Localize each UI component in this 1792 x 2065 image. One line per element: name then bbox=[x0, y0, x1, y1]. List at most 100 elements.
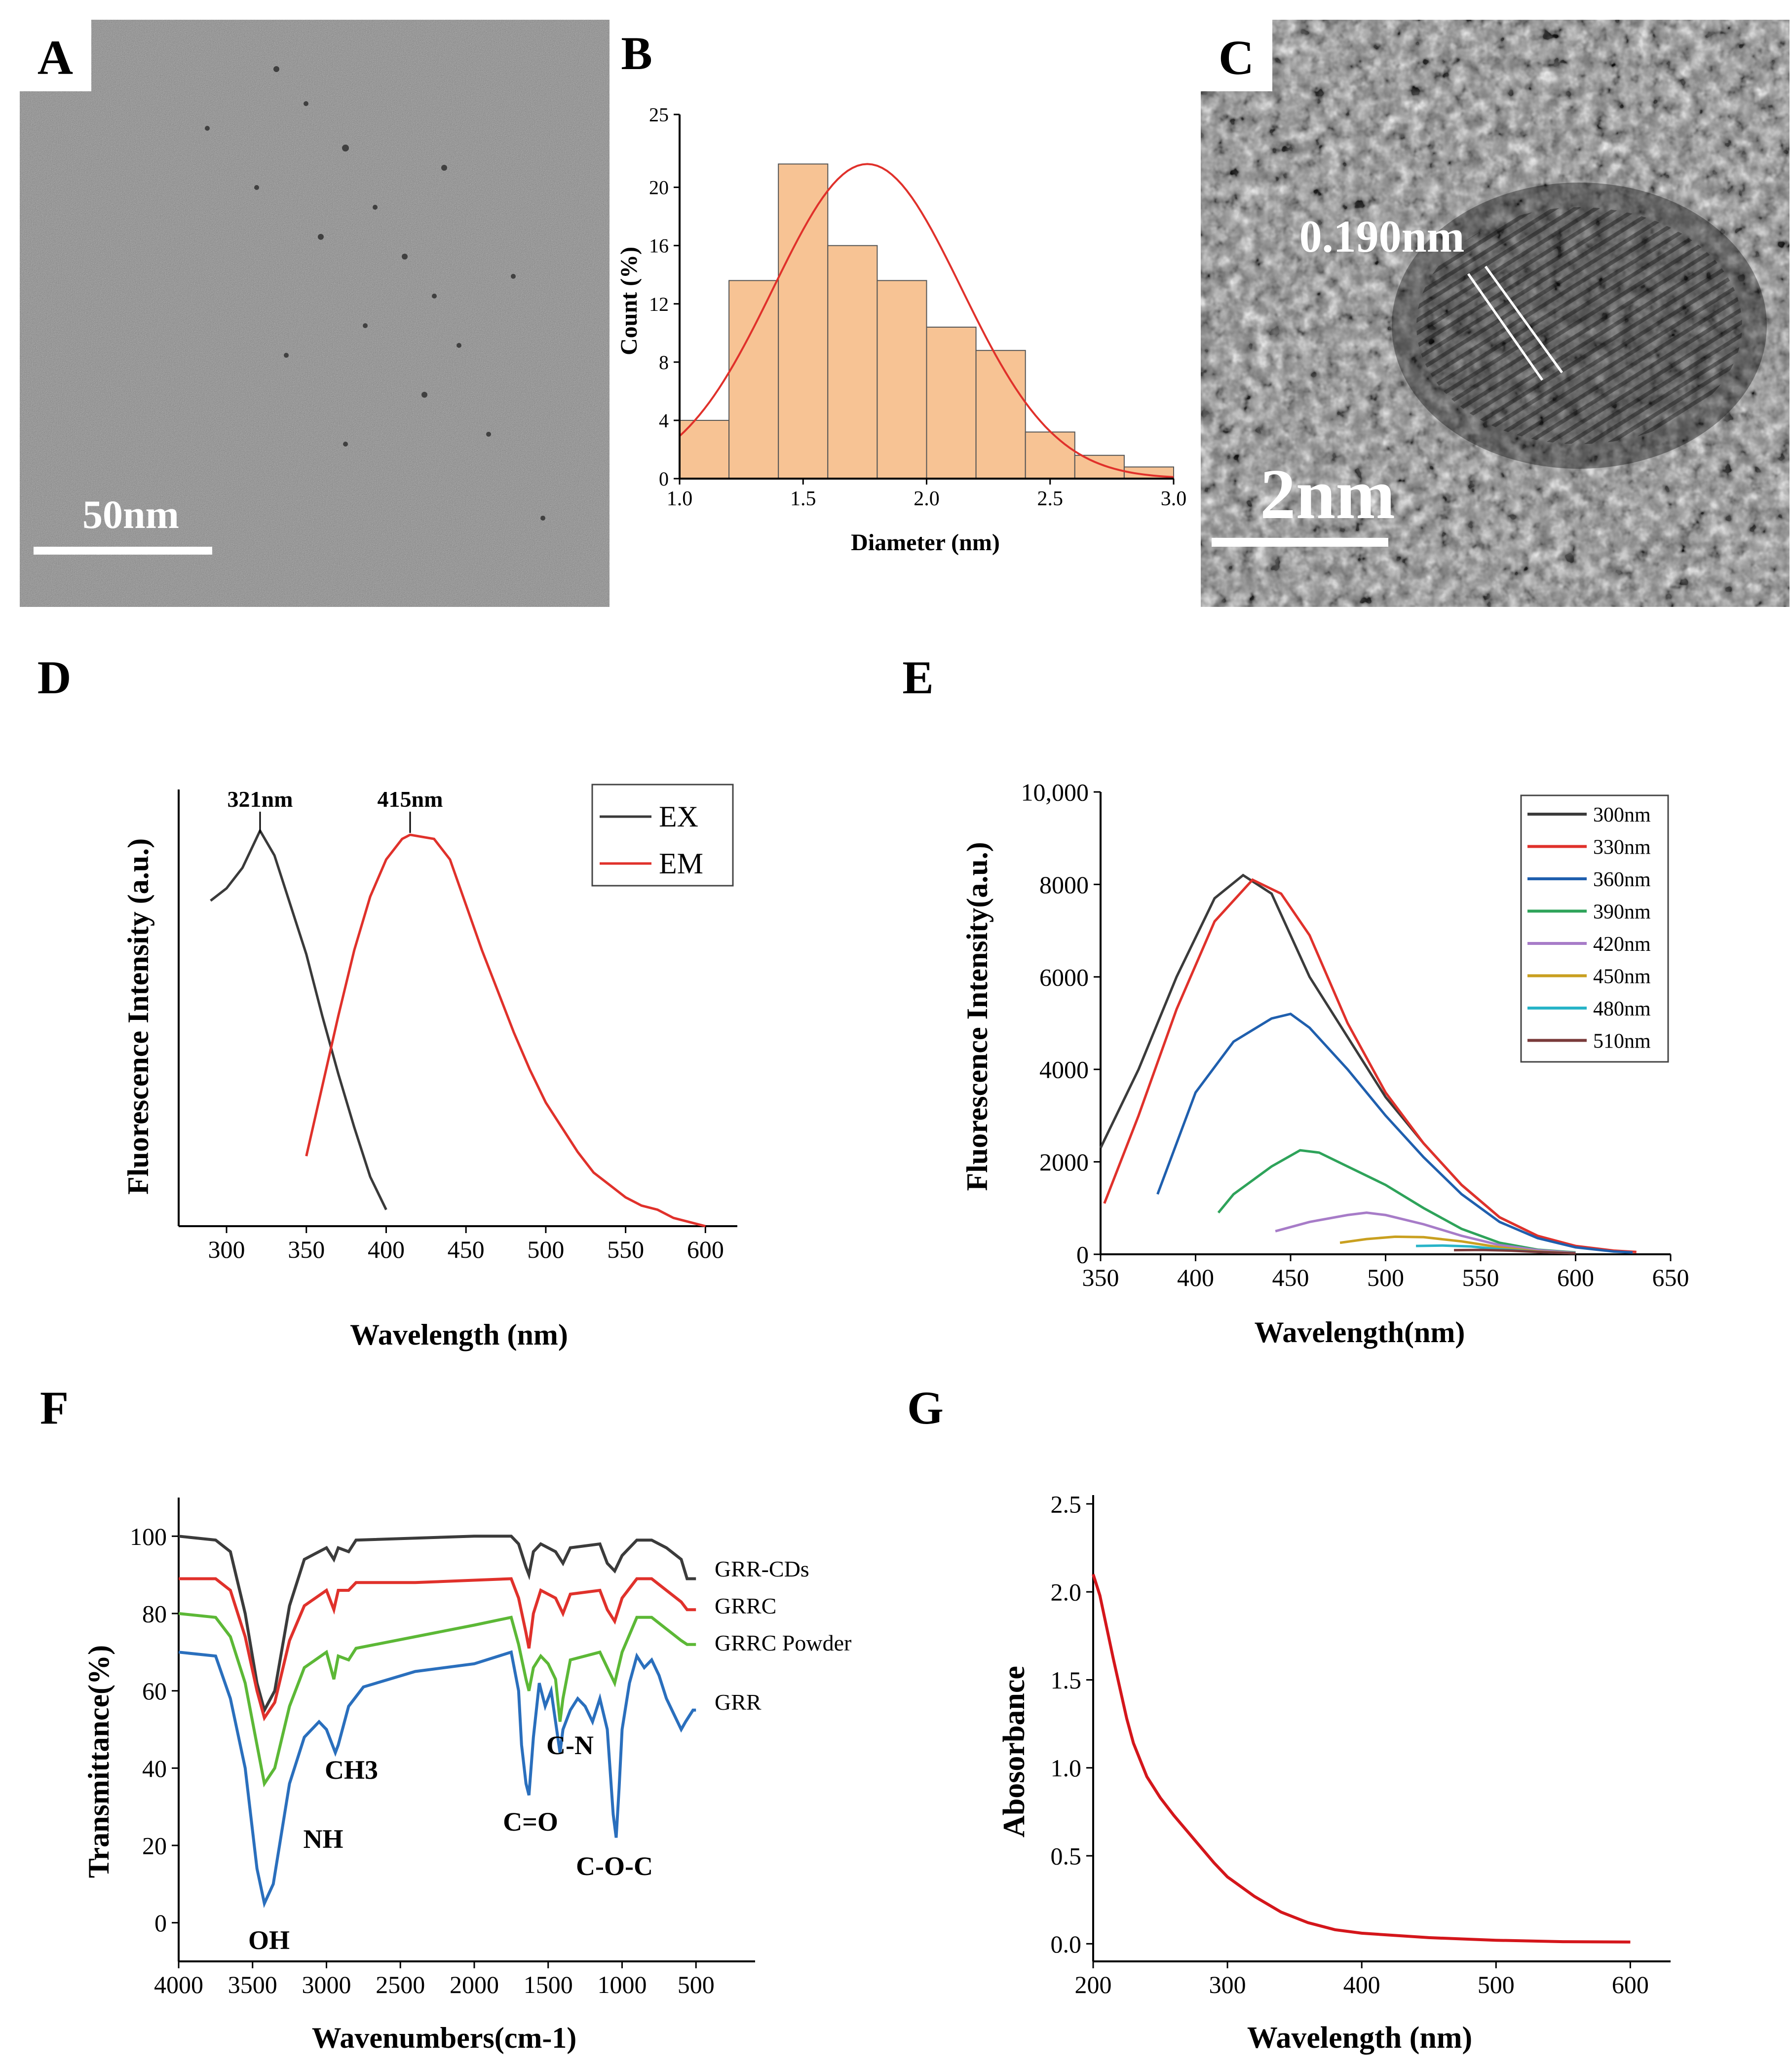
y-tick-label: 80 bbox=[142, 1600, 167, 1628]
legend-label: 390nm bbox=[1593, 901, 1651, 924]
y-tick-label: 8000 bbox=[1039, 871, 1089, 899]
panel-d-letter: D bbox=[38, 651, 72, 704]
panel-d-axes: 300 350 400 450 500 550 600 bbox=[178, 789, 737, 1263]
panel-e-axes: 350 400 450 500 550 600 650 0 2000 4000 6000 8000 10… bbox=[1021, 779, 1689, 1292]
x-tick-label: 3500 bbox=[228, 1971, 277, 1998]
histogram-bar bbox=[827, 245, 878, 479]
legend-label-em: EM bbox=[659, 847, 703, 880]
legend-label: 450nm bbox=[1593, 966, 1651, 988]
panel-e-excitation-series-chart: E 350 400 450 500 550 600 650 0 2000 4000 6000 8000… bbox=[902, 651, 1689, 1349]
x-axis-label: Diameter (nm) bbox=[851, 529, 1000, 556]
panel-e-series bbox=[1099, 873, 1637, 1255]
x-axis-label: Wavenumbers(cm-1) bbox=[312, 2022, 577, 2054]
y-tick-label: 0 bbox=[1076, 1241, 1089, 1269]
panel-d-peak-annotations: 321nm 415nm bbox=[227, 787, 443, 833]
x-tick-label: 2000 bbox=[450, 1971, 499, 1998]
x-tick-label: 600 bbox=[1612, 1971, 1649, 1998]
y-tick-label: 2000 bbox=[1039, 1148, 1089, 1176]
histogram-bars bbox=[679, 163, 1174, 480]
label-grr-cds: GRR-CDs bbox=[715, 1556, 809, 1581]
panel-a-tem-image: A 50nm bbox=[20, 20, 610, 607]
panel-c-letter: C bbox=[1219, 30, 1254, 85]
x-tick-label: 300 bbox=[1209, 1971, 1246, 1998]
y-tick-label: 100 bbox=[130, 1523, 167, 1550]
panel-a-letter-box bbox=[20, 20, 91, 91]
panel-a-scale-label: 50nm bbox=[82, 492, 179, 537]
lattice-spacing-label: 0.190nm bbox=[1299, 211, 1465, 262]
peak-label-co: C=O bbox=[503, 1807, 558, 1837]
x-tick-label: 400 bbox=[1343, 1971, 1380, 1998]
peak-label-coc: C-O-C bbox=[576, 1851, 653, 1881]
legend-box bbox=[1520, 794, 1669, 1063]
y-tick-label: 2.0 bbox=[1051, 1578, 1082, 1606]
panel-d-legend: EX EM bbox=[591, 784, 734, 887]
label-grr: GRR bbox=[715, 1690, 762, 1715]
gaussian-fit-line bbox=[679, 163, 1174, 478]
y-tick-label: 0.5 bbox=[1051, 1842, 1082, 1870]
histogram-axes: 1.0 1.5 2.0 2.5 3.0 0 4 8 12 16 20 25 bbox=[649, 104, 1186, 510]
x-tick-label: 650 bbox=[1652, 1264, 1689, 1291]
panel-f-peak-labels: OH NH CH3 C=O C-N C-O-C bbox=[248, 1730, 653, 1955]
histogram-bar bbox=[1025, 431, 1075, 480]
panel-b-histogram: B 1.0 1.5 2.0 2.5 3.0 0 4 8 12 16 20 25 Diameter (n… bbox=[616, 27, 1186, 556]
particle-dots bbox=[205, 66, 545, 521]
x-tick-label: 1.0 bbox=[667, 488, 693, 510]
x-tick-label: 4000 bbox=[154, 1971, 203, 1998]
panel-c-scale-label: 2nm bbox=[1260, 455, 1395, 534]
histogram-bar bbox=[926, 326, 977, 479]
y-tick-label: 20 bbox=[649, 177, 669, 199]
panel-g-absorbance-chart: G 200 300 400 500 600 0.0 0.5 1.0 1.5 2.0 2.5 Wave… bbox=[907, 1382, 1671, 2055]
y-tick-label: 40 bbox=[142, 1755, 167, 1782]
label-grrc-powder: GRRC Powder bbox=[715, 1630, 851, 1655]
x-axis-label: Wavelength(nm) bbox=[1255, 1316, 1465, 1349]
legend-label: 480nm bbox=[1593, 998, 1651, 1020]
series-line-ex bbox=[210, 828, 387, 1210]
series-line-360nm bbox=[1156, 1013, 1633, 1254]
panel-a-scale-bar bbox=[34, 547, 212, 555]
x-tick-label: 2500 bbox=[376, 1971, 425, 1998]
y-tick-label: 4000 bbox=[1039, 1056, 1089, 1084]
series-line-absorbance bbox=[1092, 1574, 1631, 1944]
legend-label: 510nm bbox=[1593, 1030, 1651, 1053]
y-axis-label: Count (%) bbox=[616, 247, 642, 355]
y-tick-label: 25 bbox=[649, 104, 669, 126]
peak-label-cn: C-N bbox=[546, 1730, 594, 1760]
x-tick-label: 450 bbox=[1272, 1264, 1309, 1291]
series-line-grr bbox=[178, 1650, 696, 1908]
legend-label: 330nm bbox=[1593, 836, 1651, 859]
y-tick-label: 0 bbox=[659, 468, 669, 490]
panel-c-letter-box bbox=[1201, 20, 1272, 91]
x-tick-label: 500 bbox=[678, 1971, 715, 1998]
y-tick-label: 1.5 bbox=[1051, 1666, 1082, 1694]
y-tick-label: 1.0 bbox=[1051, 1754, 1082, 1782]
peak-label-oh: OH bbox=[248, 1925, 290, 1955]
series-line-grrc-powder bbox=[178, 1612, 696, 1788]
y-tick-label: 12 bbox=[649, 293, 669, 315]
y-tick-label: 60 bbox=[142, 1677, 167, 1705]
peak-annotation-label: 415nm bbox=[378, 787, 443, 812]
x-tick-label: 2.5 bbox=[1037, 488, 1064, 510]
x-axis-label: Wavelength (nm) bbox=[350, 1318, 568, 1351]
series-line-grrc bbox=[179, 1577, 696, 1722]
histogram-bar bbox=[778, 163, 829, 480]
x-tick-label: 450 bbox=[448, 1236, 485, 1263]
x-tick-label: 2.0 bbox=[914, 488, 940, 510]
panel-f-series-labels: GRR-CDs GRRC GRRC Powder GRR bbox=[715, 1556, 851, 1715]
peak-label-nh: NH bbox=[304, 1824, 343, 1854]
x-tick-label: 550 bbox=[1462, 1264, 1499, 1291]
series-line-grr-cds bbox=[178, 1535, 696, 1714]
x-tick-label: 500 bbox=[1367, 1264, 1404, 1291]
y-tick-label: 0 bbox=[154, 1909, 167, 1937]
panel-b-letter: B bbox=[621, 27, 652, 79]
y-axis-label: Fluorescence Intensity (a.u.) bbox=[122, 838, 154, 1195]
legend-label: 300nm bbox=[1593, 804, 1651, 826]
lattice-line-2 bbox=[1484, 265, 1563, 374]
x-tick-label: 350 bbox=[288, 1236, 325, 1263]
series-line-420nm bbox=[1275, 1211, 1576, 1254]
panel-g-letter: G bbox=[907, 1382, 944, 1434]
histogram-bar bbox=[679, 419, 730, 479]
panel-a-letter: A bbox=[38, 30, 73, 85]
panel-f-ftir-chart: F 4000 3500 3000 2500 2000 1500 1000 500 0 20 40 60… bbox=[40, 1382, 851, 2054]
x-tick-label: 3000 bbox=[302, 1971, 351, 1998]
